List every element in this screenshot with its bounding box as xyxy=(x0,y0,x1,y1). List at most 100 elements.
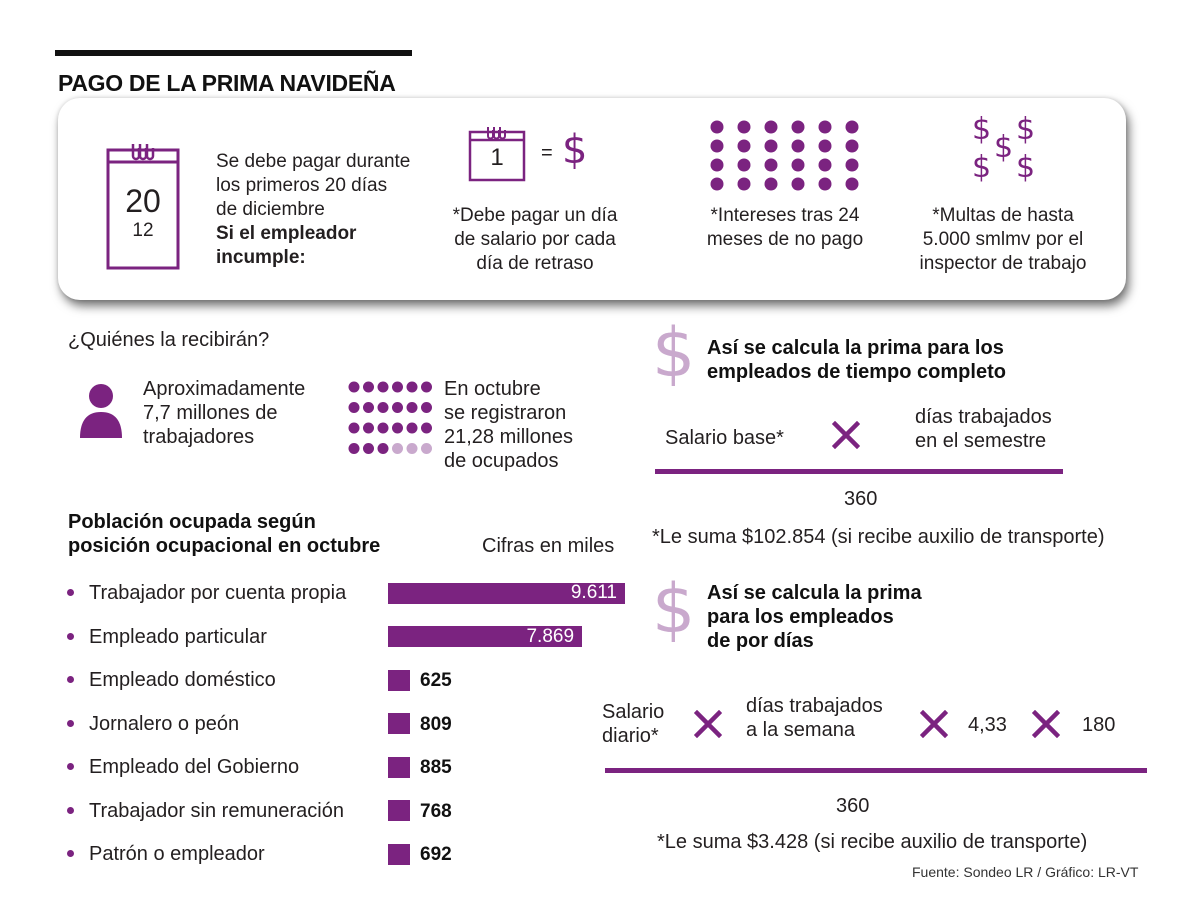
fraction-line xyxy=(655,469,1063,474)
employed-dot xyxy=(377,381,389,393)
header-rule xyxy=(55,50,412,56)
employed-dot xyxy=(377,422,389,434)
formula-full-note: *Le suma $102.854 (si recibe auxilio de … xyxy=(652,526,1105,548)
formula-days-term2: días trabajados a la semana xyxy=(746,695,883,741)
bullet xyxy=(67,589,74,596)
chart-unit-note: Cifras en miles xyxy=(482,535,615,557)
bar xyxy=(388,713,410,734)
interest-dot xyxy=(737,177,751,191)
interest-dot xyxy=(710,158,724,172)
bar-category-label: Patrón o empleador xyxy=(89,843,265,865)
equals-sign: = xyxy=(541,142,553,164)
bar xyxy=(388,669,410,691)
interest-dot xyxy=(818,177,832,191)
multiply-icon xyxy=(1032,710,1060,738)
interest-dot xyxy=(845,120,859,134)
interest-dot xyxy=(710,177,724,191)
employed-dot xyxy=(421,381,432,393)
interest-dot xyxy=(845,177,859,191)
formula-full-denominator: 360 xyxy=(844,488,878,510)
bar xyxy=(388,843,410,865)
bar-value-label: 9.611 xyxy=(570,582,617,603)
bullet xyxy=(67,676,74,683)
formula-days-term1: Salario diario* xyxy=(602,701,665,747)
interest-dot xyxy=(737,139,751,153)
bar xyxy=(388,582,625,604)
employed-dot xyxy=(406,402,418,413)
bar-value-label: 7.869 xyxy=(526,625,575,647)
mini-calendar-icon xyxy=(468,124,526,182)
calendar-day: 20 xyxy=(125,183,161,219)
bar-category-label: Jornalero o peón xyxy=(89,712,240,735)
employed-dot xyxy=(363,443,374,454)
dollar-light-icon: $ xyxy=(652,314,696,393)
interest-dot xyxy=(764,158,778,172)
employed-dot xyxy=(377,402,389,413)
multiply-icon xyxy=(694,710,722,738)
bar-value-label: 885 xyxy=(420,757,452,778)
source-credit: Fuente: Sondeo LR / Gráfico: LR-VT xyxy=(912,864,1139,880)
interest-dot xyxy=(818,158,832,172)
interest-dot xyxy=(764,177,778,191)
employed-dot xyxy=(363,381,374,393)
penalty-fines: *Multas de hasta 5.000 smlmv por el insp… xyxy=(919,205,1087,274)
calendar-month: 12 xyxy=(132,220,154,241)
employed-dot xyxy=(392,402,403,413)
interest-dot xyxy=(737,120,751,134)
dollar-light-icon: $ xyxy=(652,570,696,649)
formula-days-term3: 4,33 xyxy=(968,714,1007,736)
interest-dot xyxy=(764,120,778,134)
bar-value-label: 692 xyxy=(420,844,452,865)
multiply-icon xyxy=(920,710,948,738)
bar-category-label: Empleado del Gobierno xyxy=(89,756,300,778)
who-title: ¿Quiénes la recibirán? xyxy=(68,329,270,351)
interest-dot xyxy=(791,158,805,172)
bullet xyxy=(67,763,74,770)
employed-dot-light xyxy=(392,443,403,454)
bullet xyxy=(67,632,74,640)
formula-days-denominator: 360 xyxy=(836,795,870,817)
employed-dot xyxy=(421,422,432,434)
penalty-day-salary: *Debe pagar un día de salario por cada d… xyxy=(452,205,618,274)
bar-value-label: 768 xyxy=(420,800,452,822)
employed-dot xyxy=(363,402,374,413)
bullet xyxy=(67,850,74,857)
employed-dot xyxy=(348,443,360,454)
employed-dot xyxy=(406,422,418,434)
interest-dots-icon xyxy=(710,120,860,192)
employed-dot xyxy=(392,381,403,393)
person-icon xyxy=(78,382,124,440)
employed-dot xyxy=(421,402,432,413)
interest-dot xyxy=(818,139,832,153)
interest-dot xyxy=(791,139,805,153)
bullet xyxy=(67,719,74,727)
dollar-cluster-icon: $ $ $ $ $ xyxy=(972,112,1036,185)
employed-dot-light xyxy=(421,443,432,454)
employed-text: En octubre se registraron 21,28 millones… xyxy=(444,378,573,472)
bar-category-label: Trabajador por cuenta propia xyxy=(89,582,347,604)
dollar-icon: $ xyxy=(562,127,588,173)
mini-calendar-day: 1 xyxy=(490,144,504,171)
bar-category-label: Empleado particular xyxy=(89,625,267,648)
employed-dot xyxy=(348,422,360,434)
employed-dot xyxy=(406,381,418,393)
employed-dot-light xyxy=(406,443,418,454)
bar-category-label: Trabajador sin remuneración xyxy=(89,799,344,822)
bullet xyxy=(67,806,74,814)
calendar-icon xyxy=(106,140,180,270)
employed-dot xyxy=(363,422,374,434)
bar-value-label: 809 xyxy=(420,713,452,735)
bar-value-label: 625 xyxy=(420,670,452,691)
formula-days-note: *Le suma $3.428 (si recibe auxilio de tr… xyxy=(657,831,1088,853)
penalty-interest: *Intereses tras 24 meses de no pago xyxy=(706,205,864,250)
interest-dot xyxy=(791,177,805,191)
formula-full-term1: Salario base* xyxy=(665,427,784,449)
interest-dot xyxy=(710,120,724,134)
interest-dot xyxy=(818,120,832,134)
interest-dot xyxy=(737,158,751,172)
interest-dot xyxy=(710,139,724,153)
employed-dots-icon xyxy=(348,381,434,457)
workers-text: Aproximadamente 7,7 millones de trabajad… xyxy=(143,378,306,448)
formula-days-term4: 180 xyxy=(1082,714,1116,736)
interest-dot xyxy=(764,139,778,153)
